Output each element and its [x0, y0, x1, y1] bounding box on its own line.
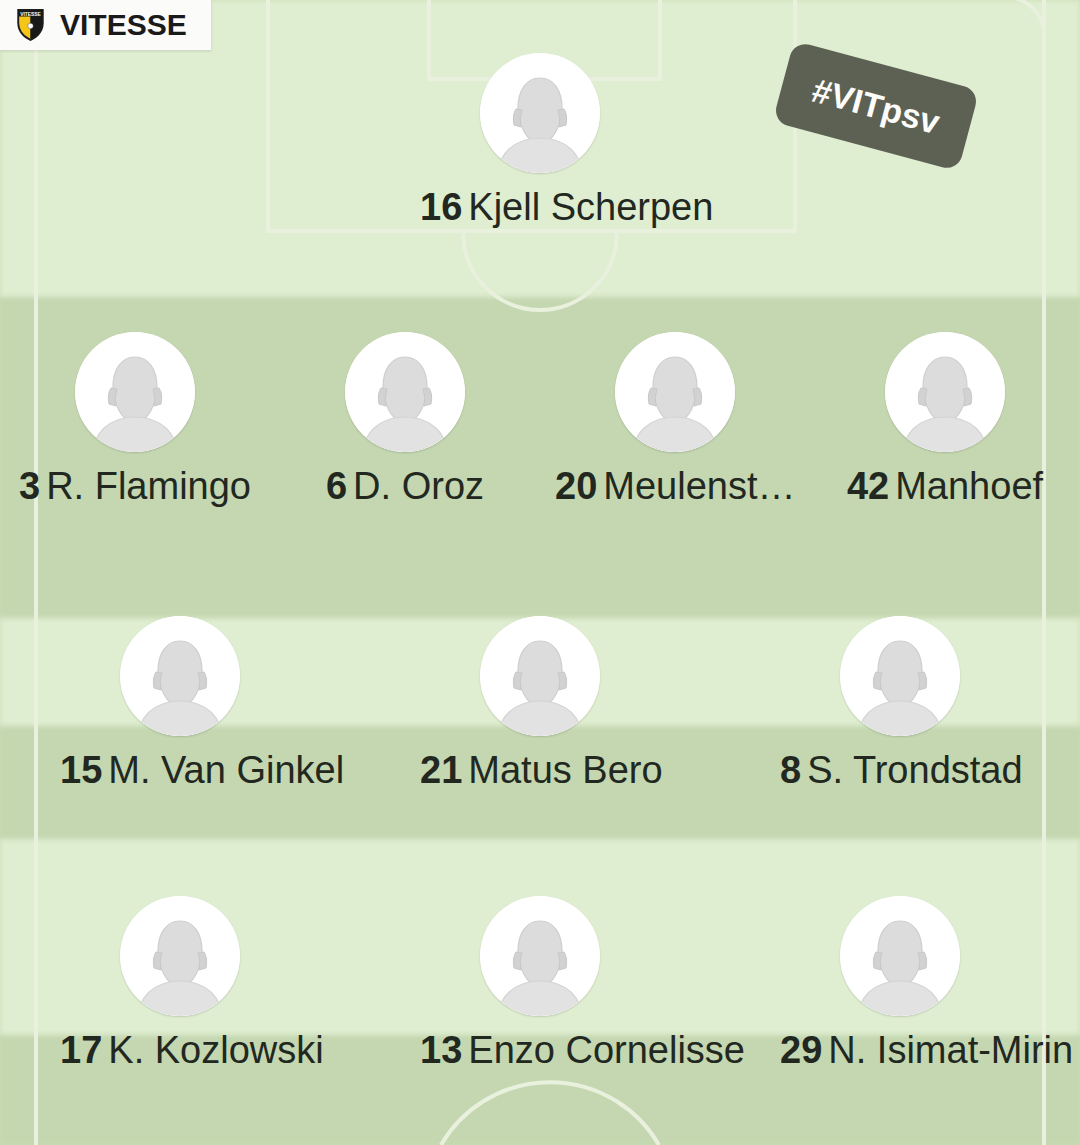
svg-text:VITESSE: VITESSE: [20, 12, 41, 17]
